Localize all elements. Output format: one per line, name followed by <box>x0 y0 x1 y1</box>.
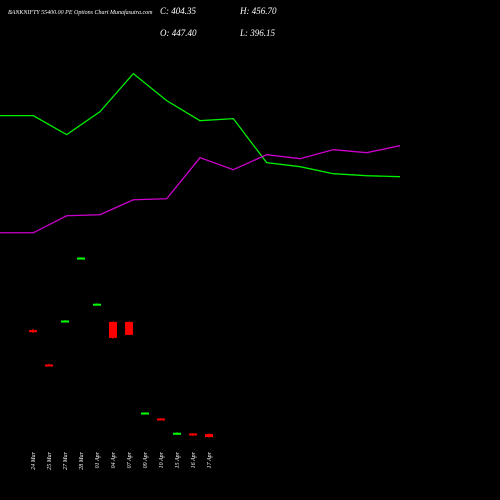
candle-body <box>61 320 69 323</box>
x-tick-label: 09 Apr <box>143 451 149 468</box>
candle-body <box>93 303 101 306</box>
chart-title: BANKNIFTY 55400.00 PE Options Chart Muna… <box>8 9 153 16</box>
x-tick-label: 16 Apr <box>191 451 197 468</box>
ohlc-open: O: 447.40 <box>160 28 197 38</box>
candle-body <box>205 434 213 438</box>
candle-body <box>45 364 53 367</box>
x-tick-label: 17 Apr <box>207 451 213 468</box>
ohlc-high: H: 456.70 <box>239 6 277 16</box>
candle-body <box>141 412 149 415</box>
x-tick-label: 01 Apr <box>95 451 101 468</box>
x-tick-label: 25 Mar <box>47 451 53 469</box>
candle-body <box>29 330 37 333</box>
candle-body <box>109 321 117 338</box>
line-series <box>0 72 401 178</box>
x-tick-label: 15 Apr <box>175 451 181 468</box>
x-tick-label: 04 Apr <box>110 451 117 468</box>
candle-body <box>157 418 165 421</box>
candle-body <box>125 321 133 335</box>
x-tick-label: 10 Apr <box>159 451 165 468</box>
ohlc-close: C: 404.35 <box>160 6 197 16</box>
candle-body <box>77 257 85 260</box>
x-tick-label: 27 Mar <box>63 451 69 469</box>
x-tick-label: 07 Apr <box>127 451 133 468</box>
candle-body <box>189 433 197 436</box>
line-series <box>0 145 401 234</box>
x-tick-label: 28 Mar <box>79 451 85 469</box>
ohlc-low: L: 396.15 <box>239 28 276 38</box>
candle-body <box>173 432 181 435</box>
x-tick-label: 24 Mar <box>30 451 37 469</box>
